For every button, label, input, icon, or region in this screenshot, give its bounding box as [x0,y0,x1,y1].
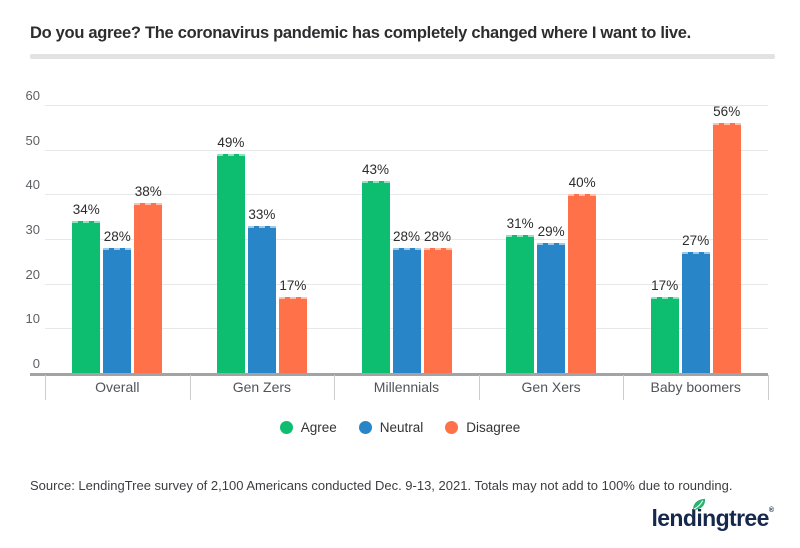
lendingtree-logo: lendingtree® [651,498,774,537]
x-axis-tick [45,375,46,400]
bar-neutral-2 [392,247,421,373]
x-axis-tick [189,375,191,400]
y-gridline [45,194,768,196]
legend-label: Disagree [466,420,521,435]
category-label-1: Gen Zers [232,379,292,395]
bar-disagree-1 [278,297,307,373]
bar-agree-4 [650,297,679,373]
bar-agree-0 [72,221,101,373]
bar-neutral-1 [247,225,276,373]
bar-value-label: 27% [682,233,710,249]
y-axis-tick-label: 10 [25,311,40,327]
chart-legend: Agree Neutral Disagree [0,420,800,435]
bar-disagree-3 [568,194,597,373]
bar-value-label: 40% [568,175,596,191]
x-axis-tick [768,375,769,400]
y-axis-tick-label: 0 [32,356,40,371]
legend-swatch-neutral [358,421,372,434]
bar-disagree-4 [712,122,741,373]
bar-value-label: 31% [506,215,534,231]
bar-value-label: 43% [361,161,390,177]
category-label-3: Gen Xers [521,379,581,395]
category-label-2: Millennials [373,379,440,395]
y-axis-tick-label: 50 [25,132,40,148]
x-axis-tick [478,375,480,400]
x-axis-tick [334,375,336,400]
legend-item-disagree: Disagree [445,420,520,435]
bar-value-label: 56% [713,103,741,119]
bar-value-label: 34% [72,202,100,218]
logo-registered-mark: ® [768,507,774,514]
y-axis-tick-label: 20 [25,266,40,282]
y-gridline [45,239,768,240]
source-note: Source: LendingTree survey of 2,100 Amer… [30,478,733,493]
bar-agree-2 [361,180,390,373]
bar-agree-1 [216,154,245,373]
title-divider [30,54,775,59]
x-axis-line [30,373,768,376]
bar-value-label: 49% [217,135,245,151]
bar-value-label: 28% [392,228,421,244]
x-axis-tick [623,375,625,400]
y-gridline [45,149,768,151]
legend-swatch-agree [279,421,293,434]
bar-value-label: 33% [248,206,276,222]
bar-neutral-4 [681,252,710,373]
category-label-0: Overall [95,379,140,395]
legend-item-agree: Agree [279,420,337,435]
legend-item-neutral: Neutral [358,420,424,435]
bar-value-label: 28% [103,228,131,244]
category-label-4: Baby boomers [650,379,741,395]
logo-text: lendingtree [651,505,769,531]
y-axis-tick-label: 60 [25,88,40,103]
legend-label: Neutral [379,420,424,435]
bar-disagree-0 [134,203,163,373]
y-gridline [45,105,768,106]
legend-label: Agree [300,420,337,435]
bar-value-label: 28% [423,228,452,244]
legend-swatch-disagree [445,421,459,434]
bar-neutral-0 [103,247,132,373]
bar-neutral-3 [537,243,566,373]
y-axis-tick-label: 40 [25,177,40,193]
y-axis-tick-label: 30 [25,222,40,237]
bar-value-label: 17% [651,278,679,294]
bar-value-label: 38% [134,184,162,200]
bar-value-label: 17% [279,278,307,294]
bar-value-label: 29% [537,224,565,240]
leaf-icon [693,498,706,510]
bar-disagree-2 [423,247,452,373]
chart-title: Do you agree? The coronavirus pandemic h… [30,24,691,43]
bar-agree-3 [506,234,535,373]
